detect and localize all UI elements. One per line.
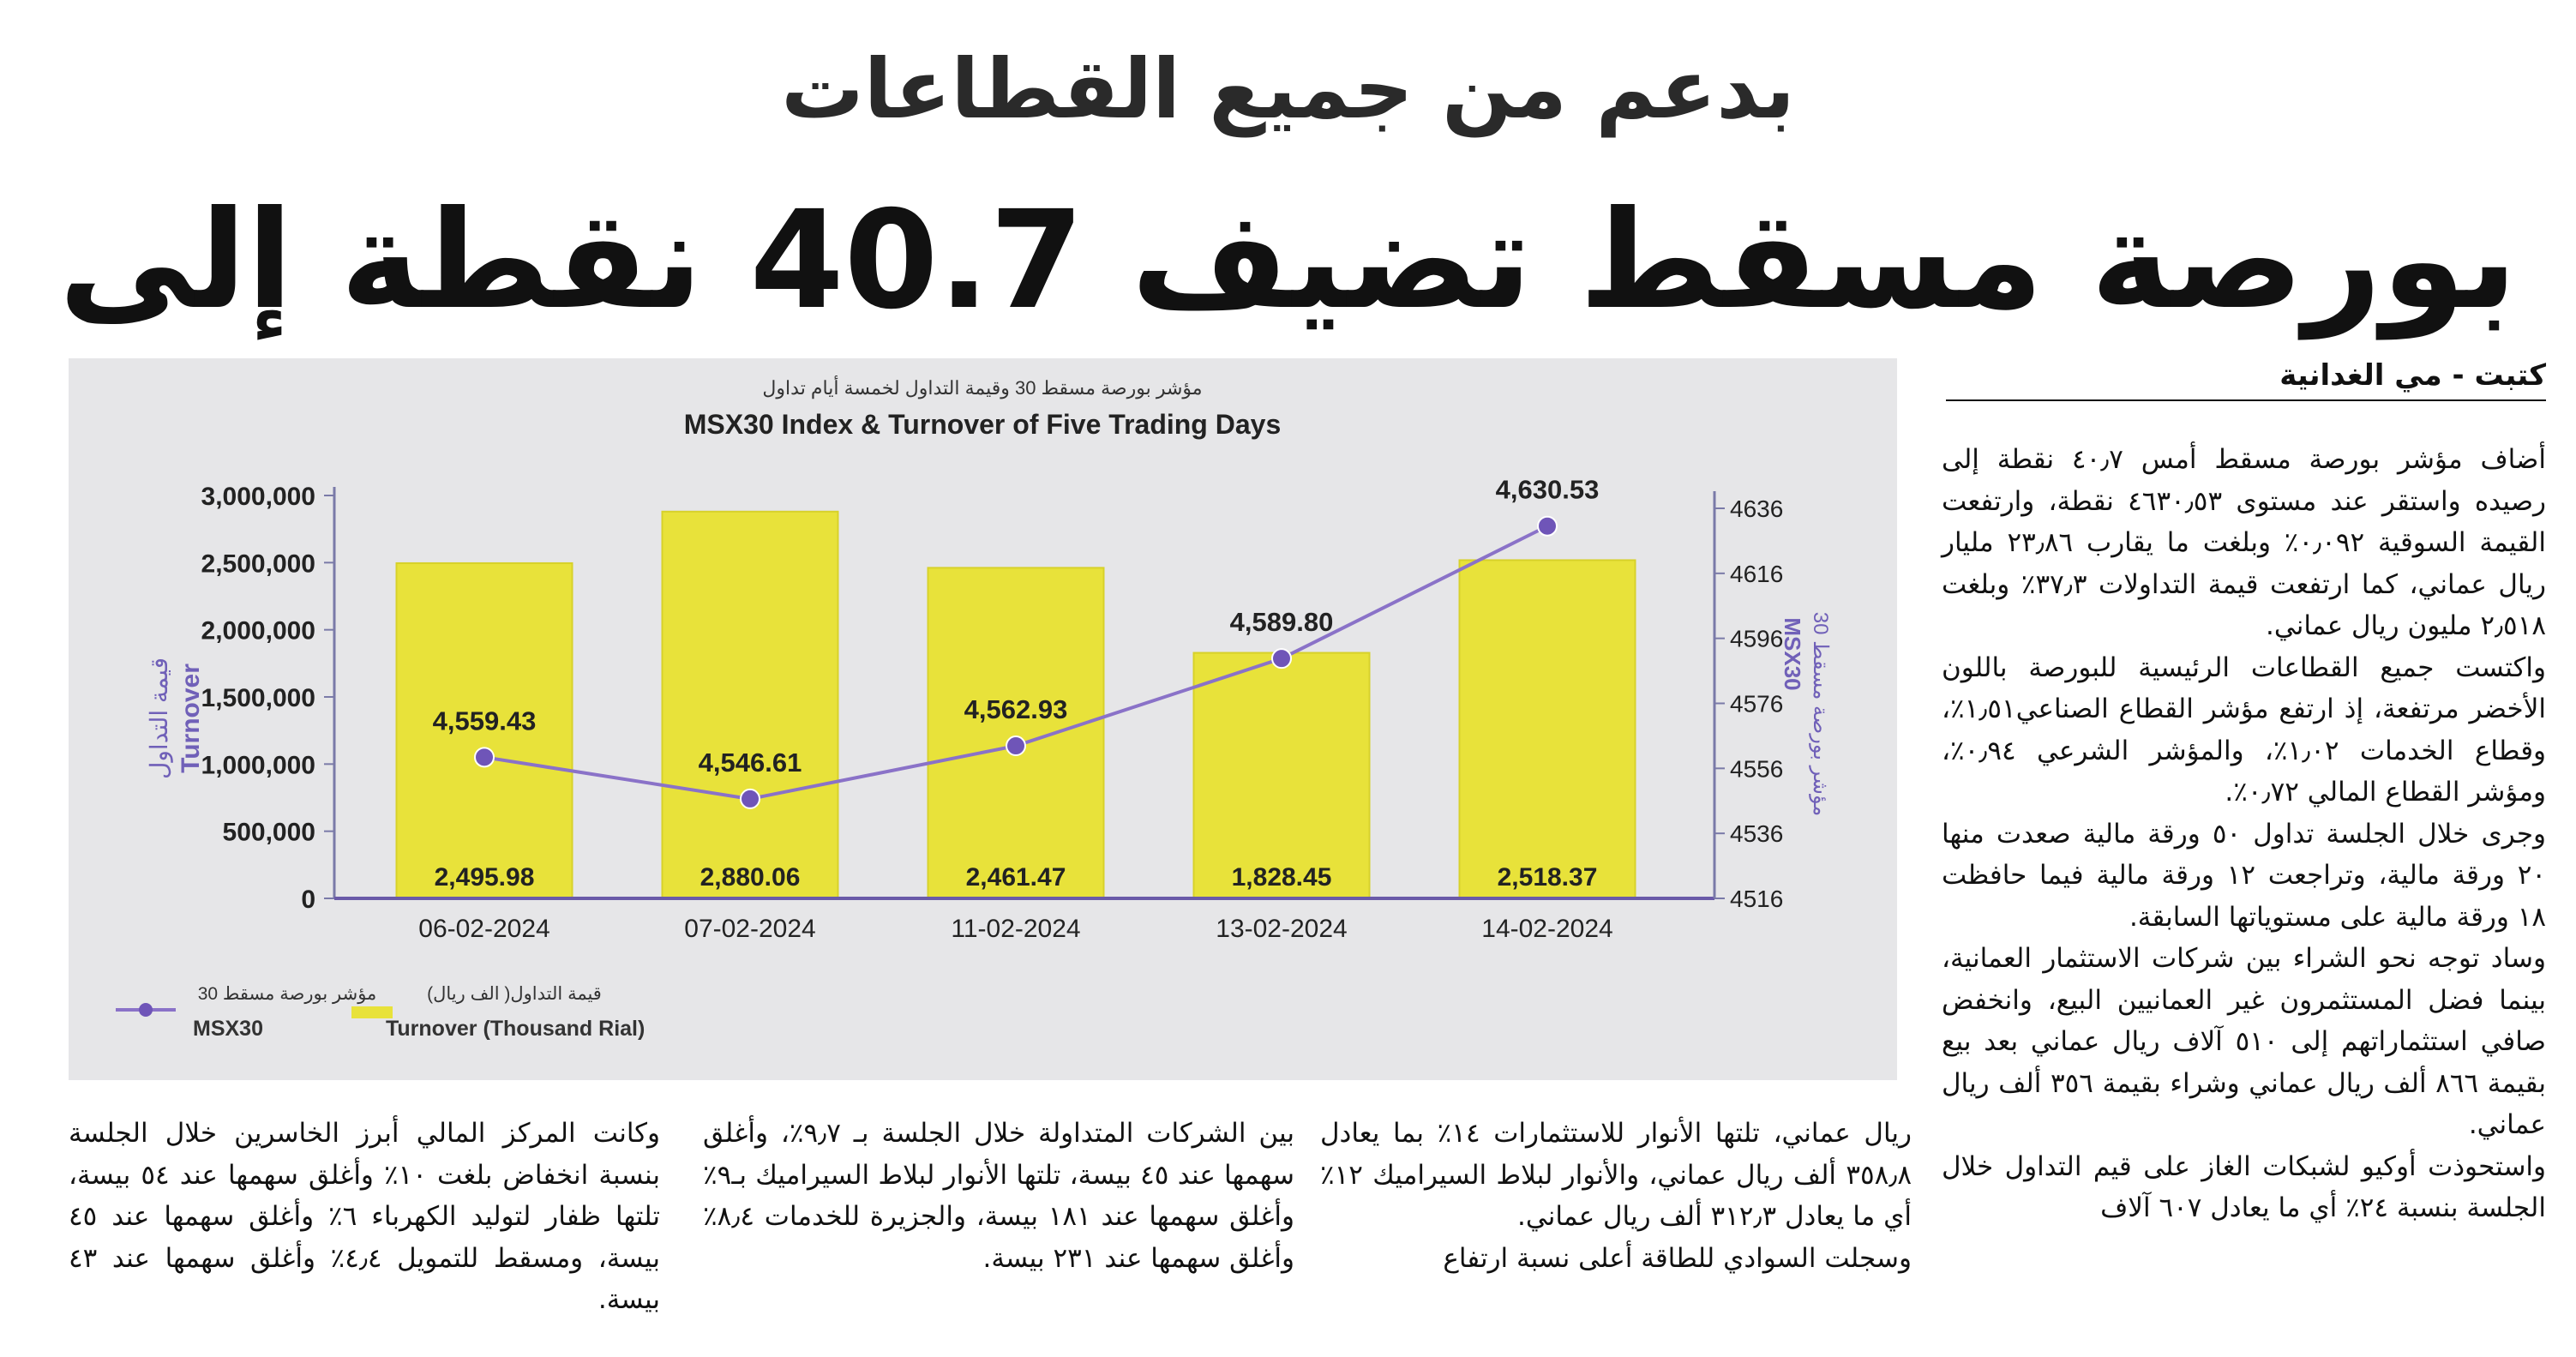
- article-body-column-2: بين الشركات المتداولة خلال الجلسة بـ ٩٫٧…: [703, 1118, 1294, 1274]
- left-tick-label: 3,000,000: [201, 483, 315, 511]
- body-paragraph: أضاف مؤشر بورصة مسقط أمس ٤٠٫٧ نقطة إلى ر…: [1942, 444, 2546, 641]
- msx30-point: [1537, 515, 1558, 537]
- bar-value-label: 2,495.98: [435, 863, 535, 892]
- legend-turnover: Turnover (Thousand Rial): [386, 1017, 645, 1041]
- byline: كتبت - مي الغدانية: [1946, 358, 2546, 401]
- legend-msx30: MSX30: [193, 1017, 263, 1041]
- article-body-right-column: أضاف مؤشر بورصة مسقط أمس ٤٠٫٧ نقطة إلى ر…: [1942, 439, 2546, 1229]
- left-tick-label: 1,000,000: [201, 751, 315, 779]
- turnover-bar: [1192, 651, 1371, 899]
- msx30-turnover-chart: مؤشر بورصة مسقط 30 وقيمة التداول لخمسة أ…: [116, 375, 1832, 1041]
- body-paragraph: وجرى خلال الجلسة تداول ٥٠ ورقة مالية صعد…: [1942, 818, 2546, 933]
- x-tick-label: 13-02-2024: [1216, 915, 1347, 943]
- legend-turnover-ar: قيمة التداول( الف ريال): [427, 984, 602, 1005]
- right-tick-label: 4616: [1730, 561, 1783, 587]
- right-tick-label: 4516: [1730, 886, 1783, 912]
- right-tick-label: 4576: [1730, 691, 1783, 718]
- right-tick-label: 4536: [1730, 820, 1783, 847]
- right-axis-title: MSX30: [1780, 617, 1805, 690]
- msx30-point: [474, 747, 495, 768]
- x-tick-label: 07-02-2024: [684, 915, 815, 943]
- legend-msx30-ar: مؤشر بورصة مسقط 30: [198, 984, 377, 1005]
- right-tick-label: 4596: [1730, 626, 1783, 652]
- legend-point-swatch: [139, 1003, 153, 1017]
- x-tick-label: 06-02-2024: [418, 915, 549, 943]
- x-tick-label: 11-02-2024: [951, 915, 1080, 943]
- chart-title: MSX30 Index & Turnover of Five Trading D…: [684, 409, 1281, 440]
- turnover-bar: [395, 561, 573, 899]
- left-axis-title-ar: قيمة التداول: [146, 657, 173, 779]
- left-tick-label: 2,000,000: [201, 617, 315, 645]
- left-tick-label: 0: [301, 886, 315, 914]
- body-paragraph: وساد توجه نحو الشراء بين شركات الاستثمار…: [1942, 943, 2546, 1140]
- article-body-column-1: ريال عماني، تلتها الأنوار للاستثمارات ١٤…: [1320, 1118, 1912, 1274]
- turnover-bar: [1458, 559, 1636, 900]
- bar-value-label: 2,518.37: [1498, 863, 1598, 892]
- msx30-point: [1271, 648, 1292, 669]
- turnover-bar: [927, 567, 1105, 900]
- right-axis-title-ar: مؤشر بورصة مسقط 30: [1809, 612, 1832, 816]
- point-value-label: 4,562.93: [964, 694, 1068, 724]
- chart-panel: مؤشر بورصة مسقط 30 وقيمة التداول لخمسة أ…: [69, 358, 1897, 1080]
- point-value-label: 4,546.61: [699, 748, 802, 778]
- article-kicker: بدعم من جميع القطاعات: [781, 41, 1795, 137]
- left-tick-label: 500,000: [223, 819, 315, 847]
- bar-value-label: 1,828.45: [1232, 863, 1332, 892]
- left-tick-label: 1,500,000: [201, 684, 315, 712]
- bar-value-label: 2,880.06: [700, 863, 801, 892]
- point-value-label: 4,559.43: [433, 706, 537, 736]
- msx30-point: [740, 788, 760, 809]
- legend-bar-swatch: [351, 1006, 393, 1018]
- point-value-label: 4,630.53: [1496, 475, 1600, 505]
- x-tick-label: 14-02-2024: [1481, 915, 1612, 943]
- right-tick-label: 4636: [1730, 495, 1783, 522]
- body-paragraph: واستحوذت أوكيو لشبكات الغاز على قيم التد…: [1942, 1150, 2546, 1224]
- bar-value-label: 2,461.47: [966, 863, 1066, 892]
- chart-title-ar: مؤشر بورصة مسقط 30 وقيمة التداول لخمسة أ…: [762, 375, 1202, 399]
- body-paragraph: واكتست جميع القطاعات الرئيسية للبورصة با…: [1942, 651, 2546, 808]
- article-body-column-3: وكانت المركز المالي أبرز الخاسرين خلال ا…: [69, 1118, 660, 1315]
- msx30-point: [1006, 736, 1026, 757]
- left-tick-label: 2,500,000: [201, 549, 315, 578]
- point-value-label: 4,589.80: [1230, 607, 1334, 637]
- left-axis-title: Turnover: [177, 663, 205, 773]
- right-tick-label: 4556: [1730, 755, 1783, 782]
- turnover-bar: [661, 510, 839, 900]
